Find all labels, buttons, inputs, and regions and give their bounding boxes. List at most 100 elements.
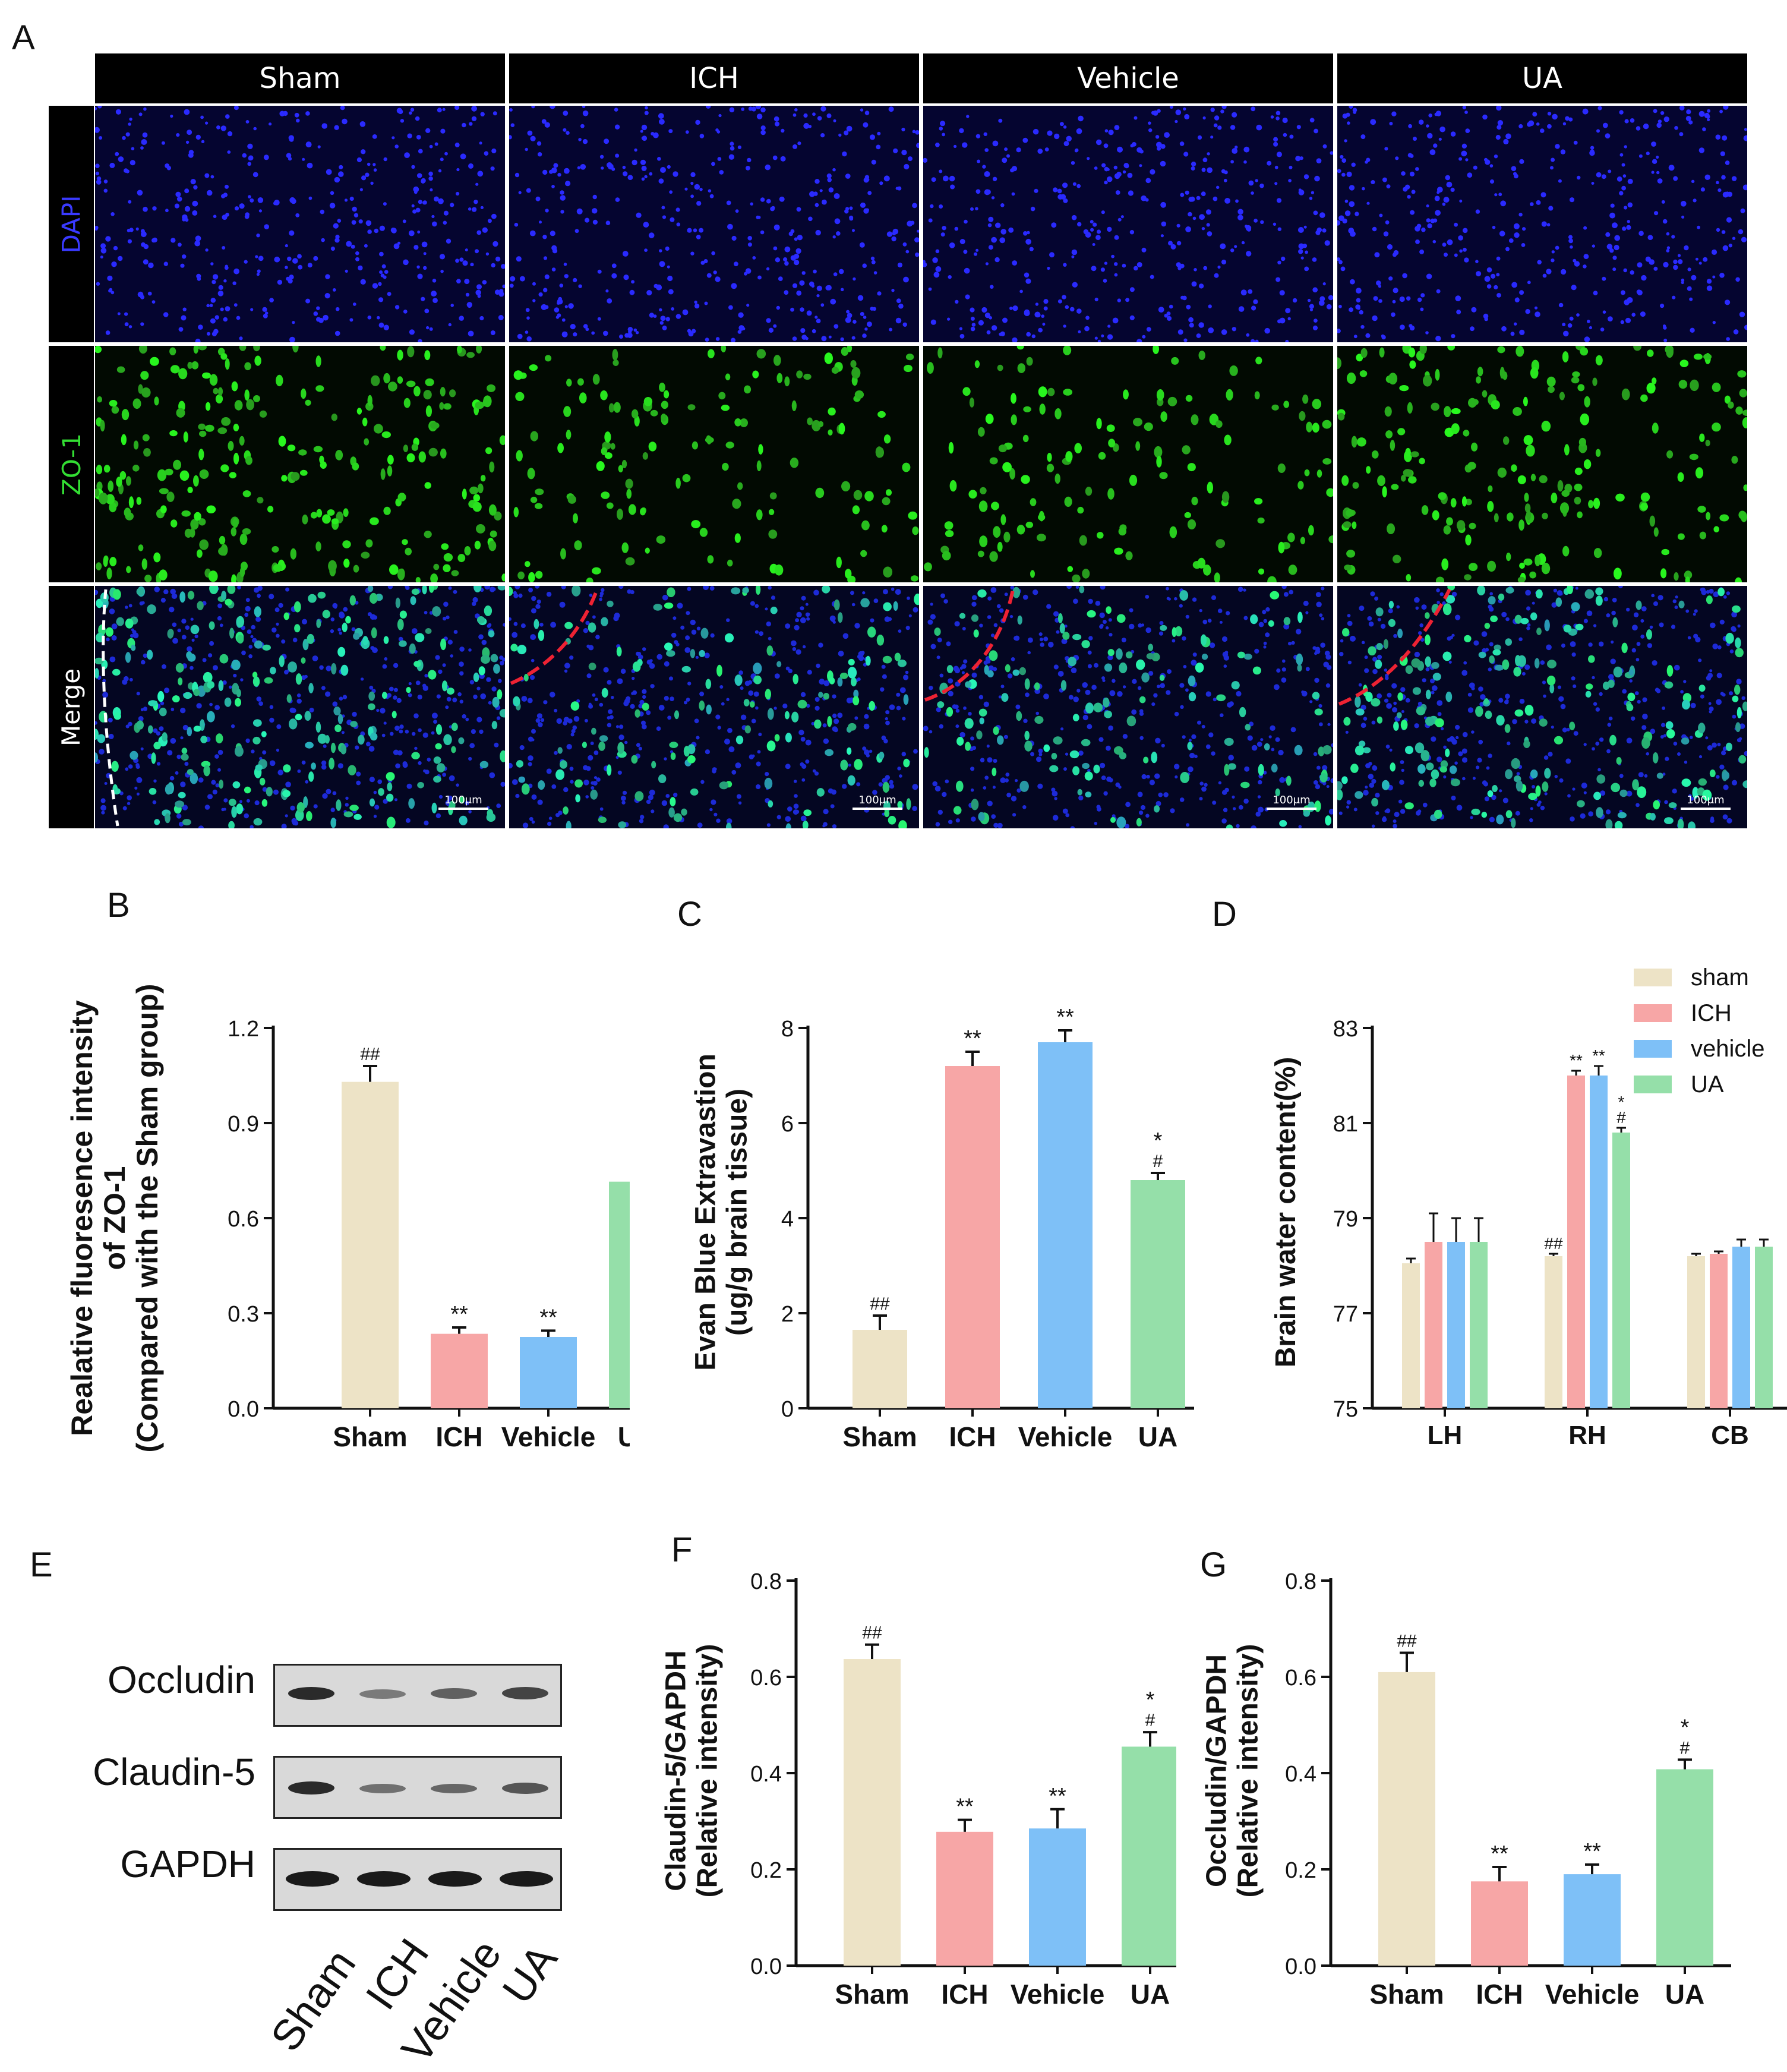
significance-marker: ** xyxy=(539,1305,557,1330)
y-axis-title-line: (ug/g brain tissue) xyxy=(721,1089,753,1336)
bar-ich xyxy=(945,1066,1000,1408)
x-tick-label: RH xyxy=(1568,1421,1606,1450)
y-axis-title: Claudin-5/GAPDH(Relative intensity) xyxy=(661,1644,724,1898)
significance-marker: ** xyxy=(964,1026,981,1051)
y-tick-label: 81 xyxy=(1333,1112,1358,1137)
bar-ua xyxy=(1131,1180,1185,1408)
bar-UA-LH xyxy=(1470,1242,1488,1408)
lane-label-sham: Sham xyxy=(261,1941,365,2060)
y-axis-title-line: (Compared with the Sham group) xyxy=(131,984,164,1453)
bar-vehicle-CB xyxy=(1732,1247,1750,1408)
band-occludin-ua xyxy=(502,1687,548,1699)
y-axis-title-line: Claudin-5/GAPDH xyxy=(661,1650,692,1891)
bar-sham xyxy=(1378,1672,1435,1966)
bar-ua xyxy=(1122,1746,1176,1966)
significance-marker: ## xyxy=(1544,1234,1563,1253)
y-tick-label: 1.2 xyxy=(228,1017,259,1042)
lesion-boundaries xyxy=(0,0,1787,832)
y-axis-title: Brain water content(%) xyxy=(1270,1057,1302,1368)
significance-marker: ## xyxy=(870,1294,890,1314)
band-claudin5-vehicle xyxy=(431,1784,477,1793)
panel-letter-e: E xyxy=(30,1545,53,1585)
y-axis-title-line: Realative fluoresence intensity xyxy=(65,1000,99,1436)
x-tick-label: ICH xyxy=(1476,1979,1523,2010)
band-claudin5-sham xyxy=(288,1781,334,1795)
y-tick-label: 0.6 xyxy=(1285,1666,1316,1691)
y-tick-label: 6 xyxy=(781,1112,794,1137)
scale-bar-ich-label: 100μm xyxy=(853,794,902,806)
band-claudin5-ich xyxy=(359,1784,406,1793)
x-tick-label: Vehicle xyxy=(1018,1421,1113,1452)
bar-UA-CB xyxy=(1755,1247,1773,1408)
bar-vehicle-RH xyxy=(1590,1076,1608,1408)
x-tick-label: Sham xyxy=(333,1421,407,1452)
y-tick-label: 0.0 xyxy=(750,1954,782,1979)
significance-marker: * xyxy=(1681,1715,1690,1740)
legend-label-vehicle: vehicle xyxy=(1691,1036,1765,1062)
bar-ua xyxy=(609,1182,630,1408)
vehicle-boundary-line xyxy=(925,589,1013,700)
legend-swatch-UA xyxy=(1634,1076,1672,1093)
y-tick-label: 0.9 xyxy=(228,1112,259,1137)
significance-marker: ** xyxy=(956,1795,974,1819)
significance-marker: ** xyxy=(1583,1839,1601,1864)
x-tick-label: Sham xyxy=(835,1979,909,2010)
x-tick-label: Sham xyxy=(1369,1979,1444,2010)
bar-vehicle xyxy=(1564,1874,1621,1966)
scale-bar-vehicle-label: 100μm xyxy=(1267,794,1316,806)
bar-vehicle-LH xyxy=(1447,1242,1465,1408)
y-axis-title-line: (Relative intensity) xyxy=(1232,1644,1264,1898)
y-axis-title: Occludin/GAPDH(Relative intensity) xyxy=(1201,1644,1264,1898)
legend-label-UA: UA xyxy=(1691,1071,1724,1098)
bar-sham-CB xyxy=(1687,1256,1705,1408)
x-tick-label: ICH xyxy=(949,1421,996,1452)
significance-marker: ## xyxy=(360,1045,380,1064)
y-tick-label: 0.6 xyxy=(750,1666,782,1691)
y-tick-label: 0 xyxy=(781,1397,794,1422)
y-axis-title-line: Occludin/GAPDH xyxy=(1201,1654,1233,1887)
y-axis-title-line: Evan Blue Extravastion xyxy=(690,1054,722,1371)
x-tick-label: UA xyxy=(1138,1421,1177,1452)
y-axis-title-line: Brain water content(%) xyxy=(1270,1057,1302,1368)
ua-boundary-line xyxy=(1339,589,1450,704)
blot-label-claudin5: Claudin-5 xyxy=(42,1750,255,1794)
band-occludin-vehicle xyxy=(431,1688,477,1699)
y-tick-label: 0.0 xyxy=(1285,1954,1316,1979)
y-tick-label: 0.6 xyxy=(228,1207,259,1232)
y-tick-label: 77 xyxy=(1333,1302,1358,1327)
significance-marker: ** xyxy=(1056,1005,1074,1030)
significance-marker: # xyxy=(1153,1152,1163,1171)
x-tick-label: UA xyxy=(618,1421,630,1452)
panel-letter-b: B xyxy=(107,885,130,925)
bar-ich xyxy=(1471,1881,1528,1966)
bar-ICH-RH xyxy=(1567,1076,1585,1408)
scale-bar-sham-label: 100μm xyxy=(438,794,488,806)
y-tick-label: 0.4 xyxy=(1285,1762,1316,1787)
significance-marker: ** xyxy=(450,1302,468,1327)
band-claudin5-ua xyxy=(502,1783,548,1794)
band-gapdh-sham xyxy=(286,1871,339,1887)
legend-swatch-vehicle xyxy=(1634,1040,1672,1058)
x-tick-label: UA xyxy=(1665,1979,1704,2010)
blot-strip-gapdh xyxy=(273,1848,562,1911)
significance-marker: * xyxy=(1154,1128,1163,1153)
significance-marker: ** xyxy=(1491,1841,1508,1866)
band-gapdh-ua xyxy=(500,1871,553,1887)
band-occludin-ich xyxy=(359,1689,406,1699)
x-tick-label: Vehicle xyxy=(501,1421,596,1452)
legend-label-ICH: ICH xyxy=(1691,1000,1732,1026)
blot-strip-claudin5 xyxy=(273,1756,562,1819)
y-tick-label: 0.8 xyxy=(750,1569,782,1594)
legend-label-sham: sham xyxy=(1691,964,1749,991)
bar-vehicle xyxy=(1029,1828,1086,1966)
bar-ICH-LH xyxy=(1425,1242,1442,1408)
scale-bar-vehicle: 100μm xyxy=(1267,794,1316,810)
bar-ich xyxy=(431,1334,488,1408)
bar-vehicle xyxy=(1038,1042,1093,1408)
significance-marker: * xyxy=(1146,1688,1155,1713)
scale-bar-ua: 100μm xyxy=(1681,794,1731,810)
y-tick-label: 0.8 xyxy=(1285,1569,1316,1594)
